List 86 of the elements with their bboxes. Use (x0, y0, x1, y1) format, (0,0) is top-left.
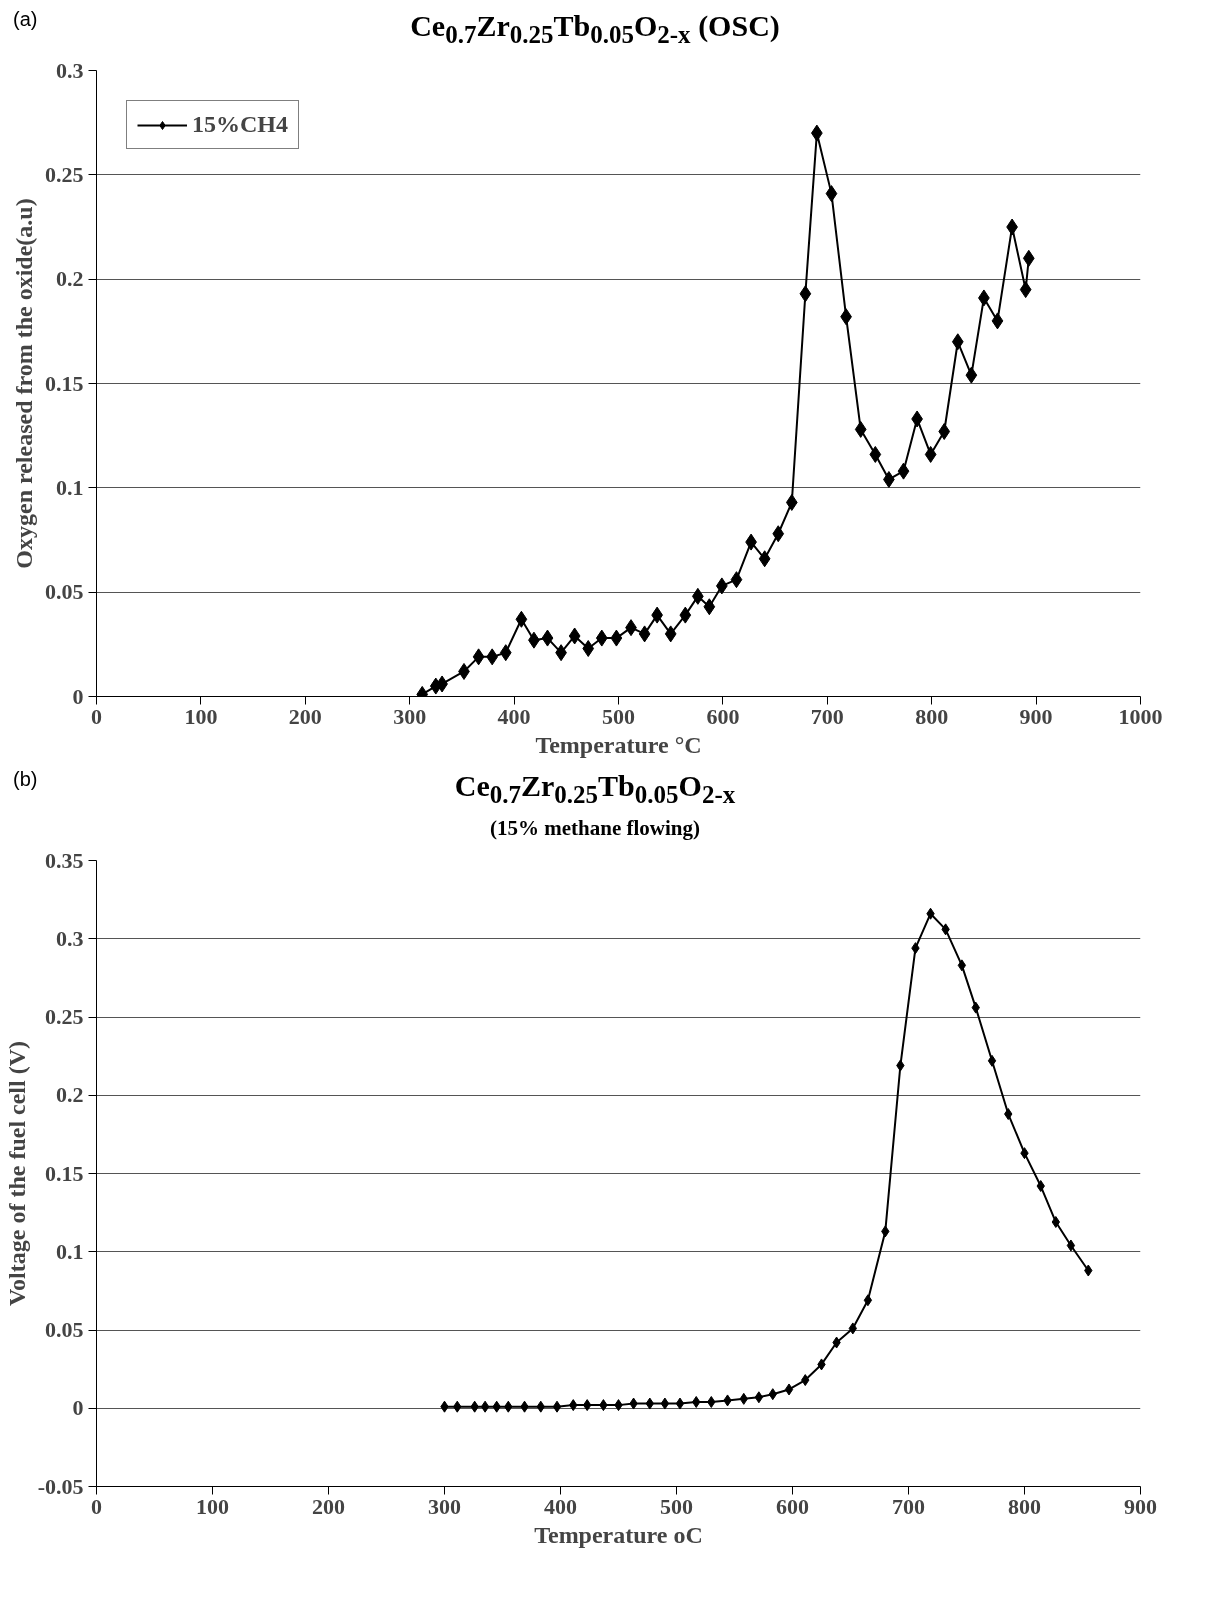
x-tick-label: 900 (1124, 1493, 1157, 1519)
x-tick-label: 400 (544, 1493, 577, 1519)
x-tick-label: 900 (1019, 703, 1053, 729)
point (595, 629, 608, 647)
y-tick-label: 0.15 (45, 370, 84, 396)
point (825, 185, 838, 203)
y-tick-label: 0.2 (56, 1082, 84, 1108)
chart-title: Ce$_{0.7}$Zr$_{0.25}$Tb$_{0.05}$O$_{2-x}$ (454, 769, 736, 808)
point (938, 422, 951, 440)
point (965, 366, 978, 384)
y-tick-label: 0.25 (45, 161, 84, 187)
point (987, 1054, 997, 1067)
point (957, 959, 967, 972)
x-axis-title: Temperature °C (535, 731, 702, 758)
point (799, 285, 812, 303)
y-tick-label: 0.1 (56, 1238, 84, 1264)
y-tick-label: 0.05 (45, 1317, 84, 1342)
point (610, 629, 623, 647)
x-tick-label: 300 (393, 703, 427, 729)
point (754, 1391, 764, 1404)
x-tick-label: 700 (892, 1493, 925, 1519)
x-tick-label: 200 (312, 1493, 345, 1519)
y-tick-label: 0.2 (56, 266, 84, 292)
y-tick-label: 0 (72, 683, 84, 709)
point (486, 648, 499, 666)
x-tick-label: 0 (91, 1493, 102, 1519)
point (854, 420, 867, 438)
x-tick-label: 100 (196, 1493, 229, 1519)
chart-title: Ce$_{0.7}$Zr$_{0.25}$Tb$_{0.05}$O$_{2-x}$ (OSC) (410, 9, 780, 48)
point (924, 445, 937, 463)
point (1066, 1239, 1076, 1252)
x-tick-label: 800 (915, 703, 949, 729)
x-tick-label: 700 (810, 703, 844, 729)
x-tick-label: 500 (660, 1493, 693, 1519)
y-tick-label: -0.05 (37, 1473, 84, 1499)
point (541, 629, 554, 647)
x-tick-label: 500 (602, 703, 635, 729)
y-tick-label: 0.3 (56, 57, 84, 83)
point (784, 1383, 794, 1396)
point (480, 1400, 490, 1413)
point (582, 640, 595, 658)
chart-subtitle: (15% methane flowing) (489, 814, 701, 842)
point (552, 1400, 562, 1413)
y-tick-label: 0.05 (45, 579, 84, 605)
text: (a) (13, 7, 38, 32)
point (1019, 281, 1032, 299)
x-tick-label: 600 (776, 1493, 809, 1519)
point (703, 598, 716, 616)
x-tick-label: 400 (497, 703, 531, 729)
y-tick-label: 0.35 (45, 847, 84, 873)
legend-label: 15%CH4 (192, 111, 288, 138)
x-tick-label: 800 (1008, 1493, 1041, 1519)
y-tick-label: 0.25 (45, 1004, 84, 1029)
x-tick-label: 600 (706, 703, 740, 729)
point (499, 644, 512, 662)
x-tick-label: 200 (288, 703, 322, 729)
point (897, 462, 910, 480)
y-tick-label: 0 (72, 1395, 84, 1421)
point (863, 1294, 873, 1307)
x-tick-label: 1000 (1118, 703, 1163, 729)
y-tick-label: 0.1 (56, 474, 84, 500)
point (772, 525, 785, 543)
point (991, 312, 1004, 330)
y-tick-label: 0.3 (56, 925, 84, 951)
y-axis-title: Oxygen released from the oxide(a.u) (11, 198, 37, 569)
point (758, 550, 771, 568)
y-tick-label: 0.15 (45, 1160, 84, 1186)
x-tick-label: 300 (428, 1493, 461, 1519)
y-axis-title: Voltage of the fuel cell (V) (3, 1040, 30, 1307)
point (638, 625, 651, 643)
point (472, 648, 485, 666)
point (675, 1397, 685, 1410)
point (660, 1397, 670, 1410)
point (785, 493, 798, 511)
point (1022, 249, 1035, 267)
point (730, 571, 743, 589)
x-tick-label: 0 (91, 703, 102, 729)
text: (b) (13, 767, 38, 792)
point (951, 333, 964, 351)
point (568, 627, 581, 645)
point (664, 625, 677, 643)
x-tick-label: 100 (184, 703, 218, 729)
point (515, 610, 528, 628)
point (679, 606, 692, 624)
x-axis-title: Temperature oC (534, 1521, 703, 1548)
point (869, 445, 882, 463)
